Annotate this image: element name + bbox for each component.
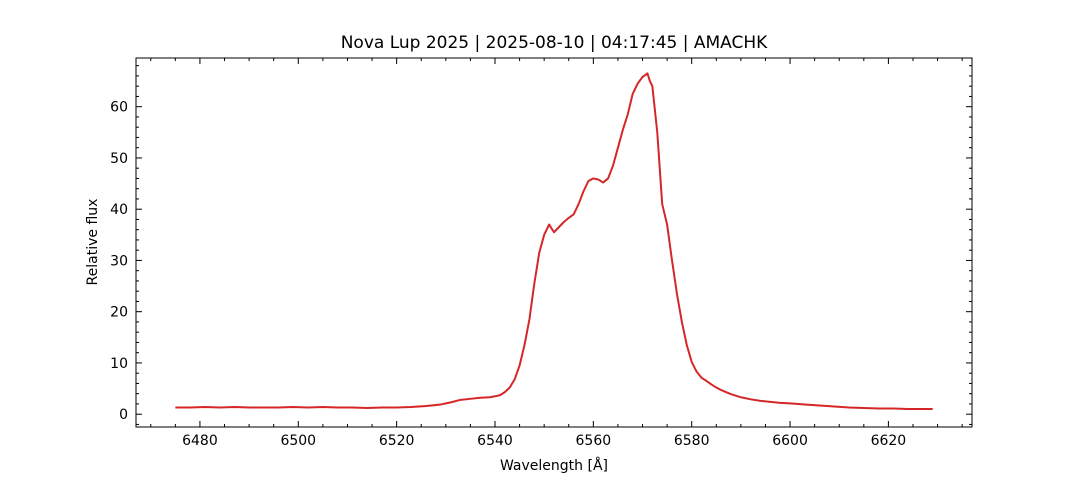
x-tick-label: 6500 [280,433,316,449]
y-tick-label: 50 [110,151,128,167]
x-tick-label: 6580 [674,433,710,449]
y-tick-label: 40 [110,202,128,218]
x-axis-label: Wavelength [Å] [500,457,608,474]
y-tick-label: 0 [119,407,128,423]
y-tick-label: 10 [110,356,128,372]
y-tick-label: 20 [110,305,128,321]
flux-series-line [175,72,933,411]
y-tick-label: 30 [110,253,128,269]
y-axis-label: Relative flux [85,199,101,286]
plot-frame [135,57,973,428]
y-tick-label: 60 [110,100,128,116]
x-tick-label: 6480 [182,433,218,449]
x-tick-label: 6620 [871,433,907,449]
x-tick-label: 6540 [477,433,513,449]
axis-ticks: 6480 6500 6520 6540 6560 6580 6600 6620 0 10 20 30 4… [110,58,972,449]
x-tick-label: 6520 [379,433,415,449]
x-tick-label: 6560 [576,433,612,449]
x-tick-label: 6600 [772,433,808,449]
chart-title: Nova Lup 2025 | 2025-08-10 | 04:17:45 | … [341,33,768,53]
